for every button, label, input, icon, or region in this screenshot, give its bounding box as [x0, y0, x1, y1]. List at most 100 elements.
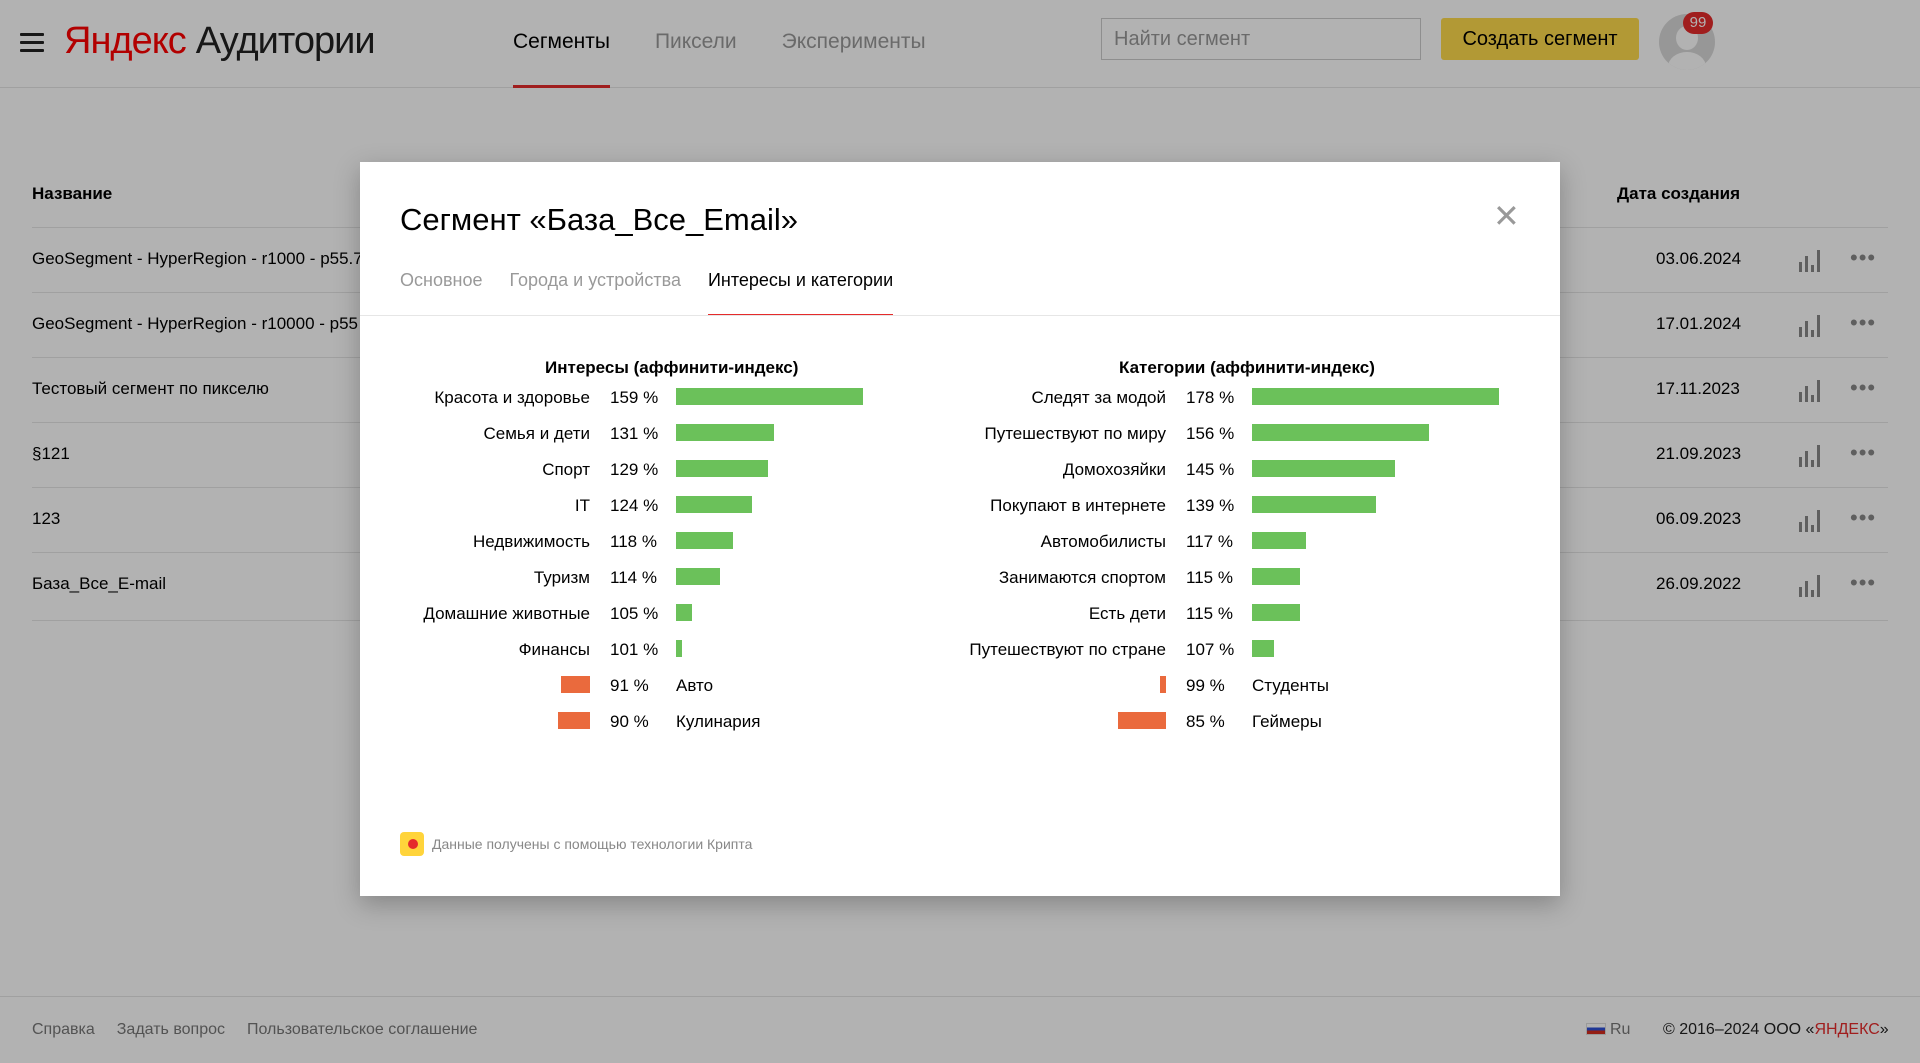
interests-value: 90 %	[610, 712, 649, 731]
interests-row: Домашние животные 105 %	[360, 598, 1560, 634]
interests-bar	[676, 388, 863, 405]
stats-icon[interactable]	[1799, 445, 1823, 467]
stats-icon[interactable]	[1799, 315, 1823, 337]
segment-name[interactable]: §121	[32, 444, 70, 463]
interests-row: Семья и дети 131 %	[360, 418, 1560, 454]
app-header: Яндекс Аудитории Сегменты Пиксели Экспери…	[0, 0, 1920, 88]
copyright-end: »	[1879, 1021, 1889, 1038]
language-switcher[interactable]: Ru	[1586, 1021, 1630, 1039]
column-name-header[interactable]: Название	[32, 184, 113, 203]
stats-icon[interactable]	[1799, 575, 1823, 597]
interests-row: IT 124 %	[360, 490, 1560, 526]
create-segment-button[interactable]: Создать сегмент	[1441, 18, 1639, 60]
interests-bar	[676, 532, 734, 549]
categories-value: 107 %	[1186, 640, 1235, 659]
segment-name[interactable]: GeoSegment - HyperRegion - r1000 - p55.7	[32, 249, 363, 268]
categories-value: 115 %	[1186, 568, 1233, 587]
stats-icon[interactable]	[1799, 250, 1823, 272]
categories-label: Есть дети	[1088, 604, 1166, 623]
copyright: © 2016–2024 ООО «ЯНДЕКС»	[1663, 1021, 1889, 1039]
more-icon[interactable]: •••	[1850, 570, 1877, 595]
interests-label: Спорт	[542, 460, 590, 479]
search-input[interactable]	[1101, 18, 1421, 60]
categories-bar	[1252, 604, 1300, 621]
interests-value: 101 %	[610, 640, 659, 659]
more-icon[interactable]: •••	[1850, 310, 1877, 335]
interests-value: 114 %	[610, 568, 657, 587]
interests-bar	[676, 604, 692, 621]
tabs-divider	[360, 315, 1560, 316]
segment-name[interactable]: GeoSegment - HyperRegion - r10000 - p55	[32, 314, 359, 333]
interests-bar	[676, 640, 682, 657]
crypta-note-text: Данные получены с помощью технологии Кри…	[432, 836, 753, 852]
interests-row: Красота и здоровье 159 %	[360, 382, 1560, 418]
categories-label: Геймеры	[1252, 712, 1322, 731]
footer: Справка Задать вопрос Пользовательское с…	[0, 996, 1920, 1063]
categories-value: 115 %	[1186, 604, 1233, 623]
language-label: Ru	[1610, 1021, 1631, 1038]
copyright-text: © 2016–2024 ООО «	[1663, 1021, 1815, 1038]
more-icon[interactable]: •••	[1850, 505, 1877, 530]
column-date-header[interactable]: Дата создания	[1617, 184, 1741, 203]
nav-segments[interactable]: Сегменты	[513, 0, 610, 88]
segment-date: 03.06.2024	[1656, 249, 1742, 268]
nav-pixels[interactable]: Пиксели	[654, 30, 737, 53]
nav-experiments[interactable]: Эксперименты	[781, 30, 926, 53]
logo[interactable]: Яндекс Аудитории	[64, 20, 376, 63]
interests-row: Туризм 114 %	[360, 562, 1560, 598]
interests-bar	[676, 460, 768, 477]
tab-cities-devices[interactable]: Города и устройства	[509, 270, 681, 290]
menu-icon[interactable]	[20, 33, 44, 53]
interests-row: Финансы 101 %	[360, 634, 1560, 670]
logo-brand: Яндекс	[64, 20, 187, 62]
close-icon[interactable]: ✕	[1493, 198, 1520, 234]
copyright-company[interactable]: ЯНДЕКС	[1814, 1021, 1880, 1038]
categories-value: 145 %	[1186, 460, 1235, 479]
interests-row: 90 % Кулинария	[360, 706, 1560, 742]
flag-icon	[1586, 1023, 1606, 1035]
categories-label: Домохозяйки	[1062, 460, 1166, 479]
categories-row: Путешествуют по миру 156 %	[360, 418, 1560, 454]
segment-name[interactable]: Тестовый сегмент по пикселю	[32, 379, 269, 398]
crypta-icon	[400, 832, 424, 856]
categories-bar	[1252, 424, 1430, 441]
tab-main[interactable]: Основное	[400, 270, 483, 290]
categories-label: Следят за модой	[1031, 388, 1166, 407]
categories-bar	[1252, 388, 1500, 405]
interests-value: 159 %	[610, 388, 659, 407]
modal-tabs: Основное Города и устройства Интересы и …	[400, 270, 894, 316]
categories-value: 117 %	[1186, 532, 1233, 551]
categories-label: Студенты	[1252, 676, 1329, 695]
interests-value: 131 %	[610, 424, 659, 443]
tab-interests-categories[interactable]: Интересы и категории	[707, 270, 894, 316]
categories-value: 99 %	[1186, 676, 1225, 695]
segment-name[interactable]: 123	[32, 509, 61, 528]
segment-date: 26.09.2022	[1656, 574, 1742, 593]
footer-link-help[interactable]: Справка	[32, 1021, 95, 1038]
interests-value: 105 %	[610, 604, 659, 623]
categories-bar	[1252, 496, 1376, 513]
categories-row: 99 % Студенты	[360, 670, 1560, 706]
interests-bar	[558, 712, 590, 729]
interests-row: Недвижимость 118 %	[360, 526, 1560, 562]
notification-badge: 99	[1683, 12, 1713, 34]
footer-link-ask[interactable]: Задать вопрос	[116, 1021, 225, 1038]
interests-value: 129 %	[610, 460, 659, 479]
categories-label: Покупают в интернете	[990, 496, 1166, 515]
stats-icon[interactable]	[1799, 380, 1823, 402]
footer-link-agreement[interactable]: Пользовательское соглашение	[247, 1021, 478, 1038]
interests-bar	[676, 424, 775, 441]
categories-label: Путешествуют по миру	[984, 424, 1166, 443]
interests-value: 124 %	[610, 496, 659, 515]
more-icon[interactable]: •••	[1850, 440, 1877, 465]
interests-value: 91 %	[610, 676, 649, 695]
crypta-note: Данные получены с помощью технологии Кри…	[400, 832, 752, 856]
interests-bar	[561, 676, 590, 693]
categories-bar	[1252, 532, 1306, 549]
stats-icon[interactable]	[1799, 510, 1823, 532]
more-icon[interactable]: •••	[1850, 375, 1877, 400]
more-icon[interactable]: •••	[1850, 245, 1877, 270]
table-header: Название Дата создания	[0, 184, 1920, 227]
categories-bar	[1252, 460, 1395, 477]
segment-name[interactable]: База_Все_E-mail	[32, 574, 167, 593]
